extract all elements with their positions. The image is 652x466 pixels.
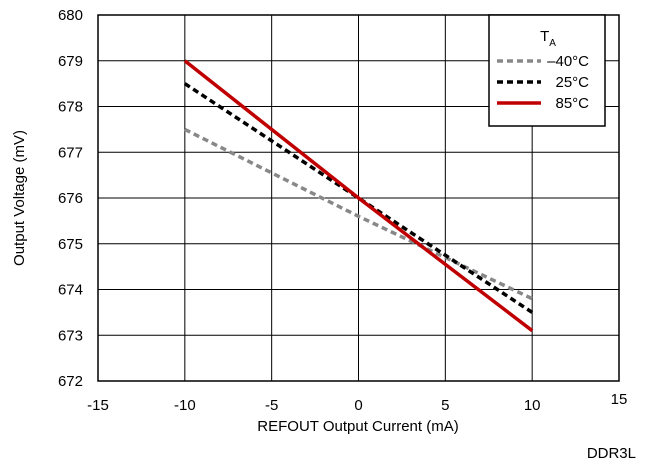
y-tick-label: 672 — [58, 373, 83, 390]
legend: TA –40°C 25°C 85°C — [488, 14, 606, 127]
x-tick-label: 15 — [611, 391, 628, 408]
x-tick-label: -5 — [265, 397, 278, 414]
y-tick-label: 674 — [58, 282, 83, 299]
y-tick-label: 676 — [58, 190, 83, 207]
legend-title-main: T — [540, 28, 549, 45]
legend-label: 85°C — [555, 95, 589, 112]
x-axis-title: REFOUT Output Current (mA) — [257, 418, 458, 435]
series-line — [183, 59, 534, 333]
x-tick-labels: -15 -10 -5 0 5 10 15 — [87, 391, 627, 414]
footnote: DDR3L — [587, 445, 636, 462]
legend-label: 25°C — [555, 74, 589, 91]
series-line — [184, 127, 533, 301]
legend-box — [488, 14, 606, 127]
y-tick-label: 677 — [58, 144, 83, 161]
x-tick-label: 10 — [524, 397, 541, 414]
y-tick-labels: 672 673 674 675 676 677 678 679 680 — [58, 7, 83, 390]
y-tick-label: 675 — [58, 236, 83, 253]
legend-title: TA — [540, 28, 556, 49]
legend-entries: –40°C 25°C 85°C — [497, 53, 589, 112]
y-tick-label: 680 — [58, 7, 83, 24]
y-tick-label: 679 — [58, 53, 83, 70]
x-tick-label: -10 — [174, 397, 196, 414]
x-tick-label: -15 — [87, 397, 109, 414]
y-tick-label: 673 — [58, 327, 83, 344]
series-layer — [183, 59, 534, 333]
x-tick-label: 5 — [441, 397, 449, 414]
plot-area — [97, 14, 620, 382]
legend-label: –40°C — [547, 53, 589, 70]
legend-title-subscript: A — [549, 38, 556, 49]
x-tick-label: 0 — [354, 397, 362, 414]
y-axis-title: Output Voltage (mV) — [11, 130, 28, 266]
y-tick-label: 678 — [58, 99, 83, 116]
